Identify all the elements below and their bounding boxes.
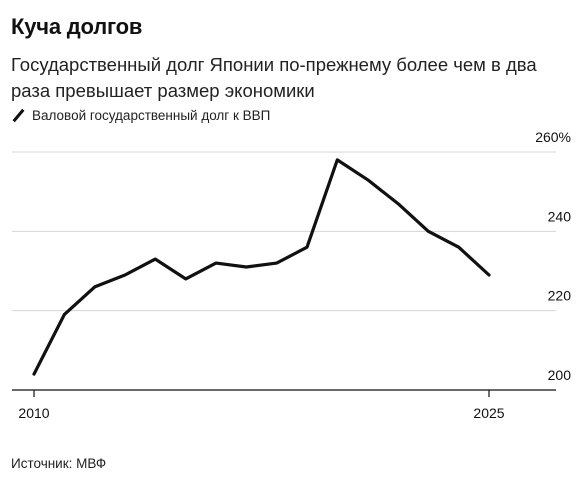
chart-subtitle: Государственный долг Японии по-прежнему … [11,54,537,101]
data-point-2010 [32,372,36,376]
y-tick-label-260: 260% [535,129,571,145]
data-point-2021 [366,178,369,181]
legend: Валовой государственный долг к ВВП [11,108,270,123]
data-point-2012 [93,285,96,289]
data-point-2023 [427,230,430,233]
data-point-2024 [457,246,460,249]
y-tick-label-220: 220 [548,288,572,304]
x-tick-label-2025: 2025 [473,405,504,421]
data-point-2015 [184,277,187,281]
data-point-2011 [63,313,66,316]
data-point-2019 [305,246,309,249]
x-tick-label-2010: 2010 [18,405,49,421]
series-line-0 [32,158,491,376]
y-tick-label-240: 240 [548,208,572,224]
chart-title: Куча долгов [11,14,143,39]
source-note: Источник: МВФ [11,456,107,471]
data-point-2025 [487,273,491,277]
data-point-2018 [275,261,278,265]
data-point-2022 [396,202,400,205]
data-point-2017 [245,265,248,269]
legend-label: Валовой государственный долг к ВВП [32,108,271,123]
data-point-2020 [336,158,339,162]
data-point-2014 [154,257,157,261]
data-point-2013 [123,273,127,277]
data-point-2016 [214,261,218,265]
y-tick-label-200: 200 [548,367,572,383]
